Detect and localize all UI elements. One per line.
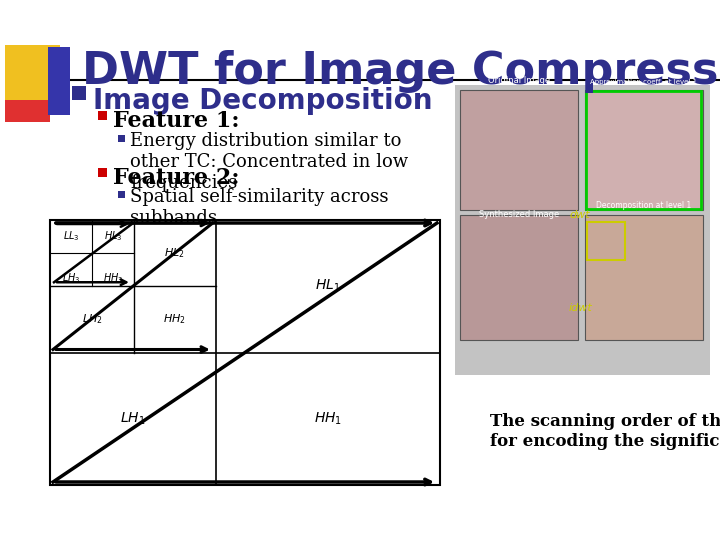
Text: Feature 1:: Feature 1: bbox=[113, 110, 240, 132]
FancyBboxPatch shape bbox=[72, 86, 86, 100]
Bar bbox=[50, 220, 440, 485]
Text: Image Decomposition: Image Decomposition bbox=[93, 87, 433, 115]
FancyBboxPatch shape bbox=[460, 90, 578, 210]
FancyBboxPatch shape bbox=[585, 90, 703, 210]
FancyBboxPatch shape bbox=[48, 47, 70, 115]
Text: $HL_3$: $HL_3$ bbox=[104, 230, 122, 244]
Text: $HH_2$: $HH_2$ bbox=[163, 313, 186, 326]
Text: $HH_3$: $HH_3$ bbox=[102, 271, 123, 285]
FancyBboxPatch shape bbox=[98, 168, 107, 177]
FancyBboxPatch shape bbox=[460, 215, 578, 340]
Text: $LH_3$: $LH_3$ bbox=[62, 271, 80, 285]
Text: $LH_1$: $LH_1$ bbox=[120, 410, 145, 427]
Text: $LL_3$: $LL_3$ bbox=[63, 230, 79, 244]
FancyBboxPatch shape bbox=[118, 191, 125, 198]
Text: Spatial self-similarity across
subbands: Spatial self-similarity across subbands bbox=[130, 188, 389, 227]
FancyBboxPatch shape bbox=[455, 85, 710, 375]
Text: $HL_1$: $HL_1$ bbox=[315, 278, 341, 294]
Text: dwt: dwt bbox=[570, 210, 590, 220]
Text: Synthesized Image: Synthesized Image bbox=[479, 210, 559, 219]
FancyBboxPatch shape bbox=[118, 135, 125, 142]
Text: DWT for Image Compression: DWT for Image Compression bbox=[82, 50, 720, 93]
FancyBboxPatch shape bbox=[5, 45, 60, 100]
FancyBboxPatch shape bbox=[5, 77, 50, 122]
Text: Decomposition at level 1: Decomposition at level 1 bbox=[596, 201, 692, 210]
FancyBboxPatch shape bbox=[585, 215, 703, 340]
Text: The scanning order of the subbands
for encoding the significance map.: The scanning order of the subbands for e… bbox=[490, 414, 720, 450]
Text: $HL_2$: $HL_2$ bbox=[164, 246, 185, 260]
Text: Energy distribution similar to
other TC: Concentrated in low
frequencies: Energy distribution similar to other TC:… bbox=[130, 132, 408, 192]
Text: Approximation coeff. at level 1: Approximation coeff. at level 1 bbox=[590, 79, 698, 85]
FancyBboxPatch shape bbox=[98, 111, 107, 120]
Text: $LH_2$: $LH_2$ bbox=[81, 313, 102, 326]
Text: $HH_1$: $HH_1$ bbox=[314, 410, 342, 427]
Text: idwt: idwt bbox=[568, 303, 592, 313]
Text: Feature 2:: Feature 2: bbox=[113, 167, 240, 189]
Text: Original Image: Original Image bbox=[488, 76, 550, 85]
